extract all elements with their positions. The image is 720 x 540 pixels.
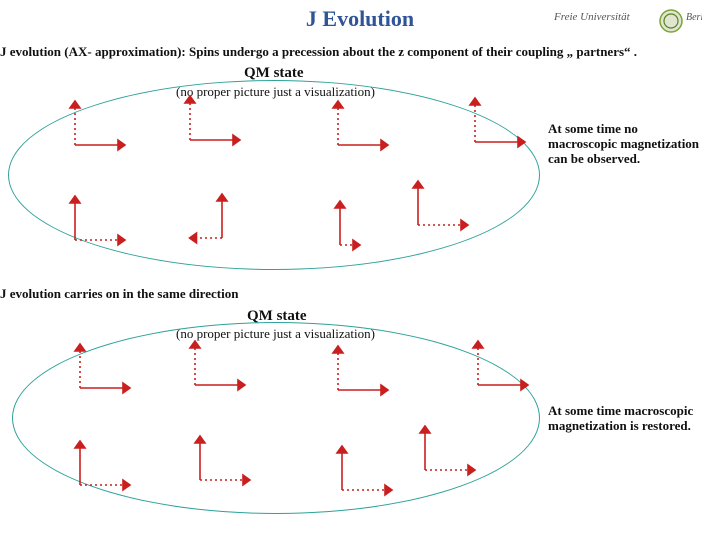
spin-axes-icon	[195, 385, 196, 386]
spin-axes-icon	[342, 490, 343, 491]
caption-magnetization-restored: At some time macroscopic magnetization i…	[548, 404, 708, 434]
spin-axes-icon	[75, 145, 76, 146]
spin-axes-icon	[338, 390, 339, 391]
j-evolution-carries-on-text: J evolution carries on in the same direc…	[0, 286, 720, 302]
slide-root: J Evolution Freie Universität Berlin J e…	[0, 0, 720, 540]
spin-axes-icon	[80, 388, 81, 389]
spin-axes-icon	[475, 142, 476, 143]
svg-text:Freie Universität: Freie Universität	[553, 11, 631, 23]
spin-axes-icon	[478, 385, 479, 386]
spin-axes-icon	[340, 245, 341, 246]
spin-axes-icon	[190, 140, 191, 141]
spin-axes-icon	[200, 480, 201, 481]
caption-no-magnetization: At some time no macroscopic magnetizatio…	[548, 122, 708, 167]
svg-text:Berlin: Berlin	[686, 12, 702, 23]
spin-axes-icon	[75, 240, 76, 241]
spin-axes-icon	[338, 145, 339, 146]
intro-text: J evolution (AX- approximation): Spins u…	[0, 44, 720, 60]
university-logo: Freie Universität Berlin	[552, 6, 702, 36]
qm-ellipse-1	[8, 80, 540, 270]
spin-axes-icon	[80, 485, 81, 486]
spin-axes-icon	[222, 238, 223, 239]
spin-axes-icon	[425, 470, 426, 471]
spin-axes-icon	[418, 225, 419, 226]
